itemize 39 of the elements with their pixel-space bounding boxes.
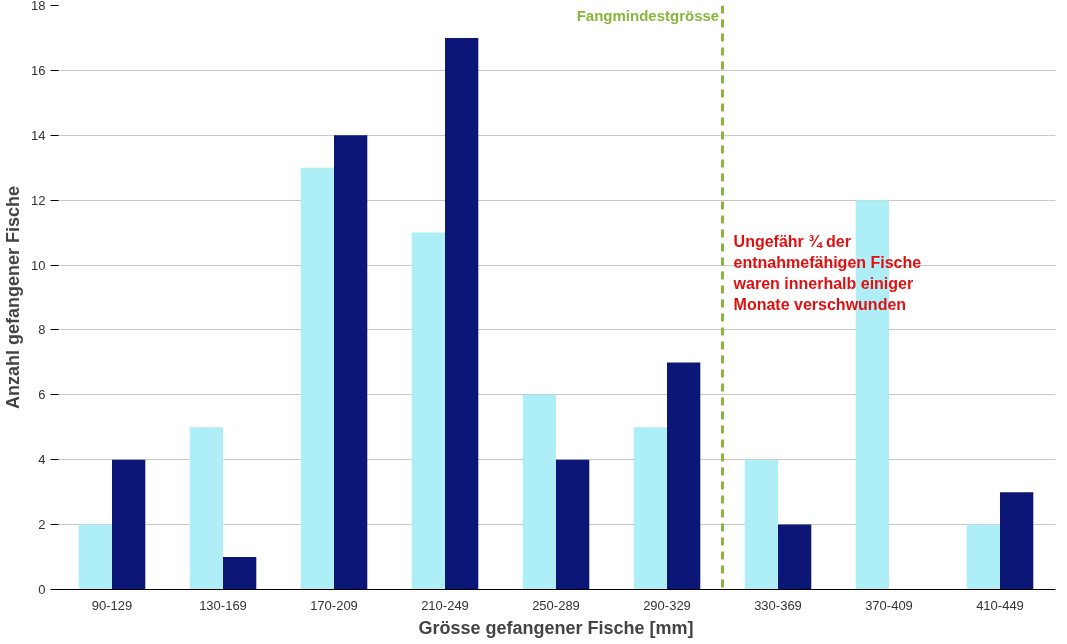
x-tick-label: 250-289: [532, 597, 580, 613]
x-tick-label: 130-169: [199, 597, 247, 613]
x-tick-label: 90-129: [91, 597, 133, 613]
ref-line-label: Fangmindestgrösse: [576, 6, 720, 24]
y-tick-label: 2: [38, 517, 46, 533]
x-tick-label: 330-369: [754, 597, 802, 613]
bar: [966, 524, 1000, 590]
x-tick-label: 290-329: [643, 597, 691, 613]
bar: [667, 362, 701, 590]
y-tick-label: 0: [38, 582, 46, 597]
bar: [189, 427, 223, 590]
bar: [1000, 492, 1034, 590]
y-axis-title: Anzahl gefangener Fische: [3, 185, 24, 410]
bar: [334, 135, 368, 590]
bar: [633, 427, 667, 590]
y-tick-label: 12: [31, 192, 46, 208]
bar: [112, 459, 146, 590]
bar: [300, 167, 334, 590]
x-tick-label: 210-249: [421, 597, 469, 613]
x-tick-label: 410-449: [976, 597, 1024, 613]
y-tick-label: 6: [38, 387, 46, 403]
bar: [556, 459, 590, 590]
bar: [411, 232, 445, 590]
y-tick-label: 4: [38, 452, 46, 468]
bar: [78, 524, 112, 590]
annotation: Ungefähr ¾ der entnahmefähigen Fische waren innerhalb einiger Monate verschwunden: [732, 232, 922, 314]
bar: [522, 394, 556, 590]
y-tick-label: 14: [31, 127, 46, 143]
bar: [445, 37, 479, 590]
x-axis-title: Grösse gefangener Fische [mm]: [418, 617, 694, 638]
bar: [744, 459, 778, 590]
x-tick-label: 170-209: [310, 597, 358, 613]
bar: [778, 524, 812, 590]
x-tick-label: 370-409: [865, 597, 913, 613]
y-tick-label: 8: [38, 322, 46, 338]
y-tick-label: 18: [31, 0, 46, 13]
bar: [223, 557, 257, 590]
y-tick-label: 16: [31, 62, 46, 78]
y-tick-label: 10: [31, 257, 46, 273]
